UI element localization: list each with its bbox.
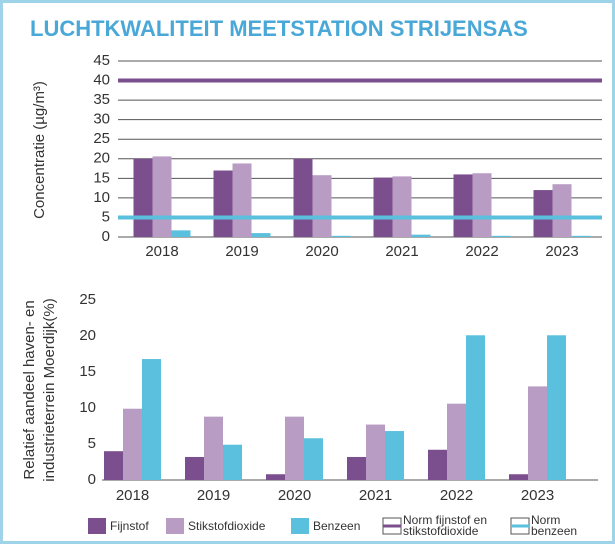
x-tick-label: 2020 bbox=[305, 243, 338, 260]
bar bbox=[373, 177, 393, 237]
bar bbox=[385, 431, 404, 480]
x-tick-label: 2021 bbox=[359, 487, 392, 504]
bar bbox=[285, 416, 304, 480]
bar bbox=[509, 474, 528, 480]
y-tick-label: 10 bbox=[79, 399, 96, 416]
bar bbox=[312, 175, 332, 237]
legend-label: Stikstofdioxide bbox=[188, 519, 266, 533]
x-tick-label: 2023 bbox=[521, 487, 554, 504]
bar bbox=[528, 386, 547, 480]
bar bbox=[533, 190, 553, 237]
legend-label: Fijnstof bbox=[110, 519, 149, 533]
bar bbox=[251, 233, 271, 237]
x-tick-label: 2022 bbox=[465, 243, 498, 260]
y-tick-label: 15 bbox=[93, 169, 110, 186]
bar bbox=[347, 456, 366, 480]
bar bbox=[223, 444, 242, 480]
y-tick-label: 45 bbox=[93, 52, 110, 69]
legend-swatch bbox=[291, 518, 309, 534]
bar bbox=[472, 173, 492, 237]
legend-label: stikstofdioxide bbox=[403, 524, 479, 538]
legend-label: Norm fijnstof en bbox=[403, 513, 487, 527]
y-tick-label: 25 bbox=[79, 291, 96, 308]
y-tick-label: 0 bbox=[88, 471, 96, 488]
legend-swatch bbox=[88, 518, 106, 534]
legend-swatch bbox=[166, 518, 184, 534]
y-tick-label: 20 bbox=[93, 150, 110, 167]
bar bbox=[204, 416, 223, 480]
bar bbox=[133, 158, 153, 237]
x-tick-label: 2019 bbox=[225, 243, 258, 260]
bar bbox=[491, 235, 511, 237]
bar bbox=[123, 408, 142, 480]
x-tick-label: 2018 bbox=[145, 243, 178, 260]
y-tick-label: 10 bbox=[93, 189, 110, 206]
legend-label: Norm bbox=[531, 513, 560, 527]
y-tick-label: 25 bbox=[93, 130, 110, 147]
bar bbox=[185, 456, 204, 480]
bar bbox=[304, 438, 323, 480]
x-tick-label: 2019 bbox=[197, 487, 230, 504]
x-tick-label: 2020 bbox=[278, 487, 311, 504]
bar bbox=[293, 158, 313, 237]
y-tick-label: 5 bbox=[88, 435, 96, 452]
bar bbox=[213, 170, 233, 237]
y-tick-label: 30 bbox=[93, 111, 110, 128]
bar bbox=[428, 449, 447, 480]
bar bbox=[171, 230, 191, 237]
y-tick-label: 40 bbox=[93, 72, 110, 89]
bar bbox=[266, 474, 285, 480]
y-axis-label: Relatief aandeel haven- en bbox=[21, 300, 38, 479]
y-tick-label: 35 bbox=[93, 91, 110, 108]
bar bbox=[411, 234, 431, 237]
x-tick-label: 2018 bbox=[116, 487, 149, 504]
y-axis-label: industrieterrein Moerdijk(%) bbox=[41, 298, 58, 481]
bar bbox=[552, 184, 572, 237]
bar bbox=[152, 156, 172, 237]
y-tick-label: 15 bbox=[79, 363, 96, 380]
bar bbox=[331, 235, 351, 237]
title: LUCHTKWALITEIT MEETSTATION STRIJENSAS bbox=[30, 16, 528, 41]
bar bbox=[366, 424, 385, 480]
bar bbox=[232, 163, 252, 237]
bar bbox=[142, 359, 161, 480]
legend-label: benzeen bbox=[531, 524, 577, 538]
bar bbox=[453, 174, 473, 237]
y-axis-label: Concentratie (µg/m³) bbox=[31, 81, 48, 219]
bar bbox=[547, 335, 566, 480]
bar bbox=[447, 403, 466, 480]
bar bbox=[466, 335, 485, 480]
y-tick-label: 5 bbox=[102, 208, 110, 225]
y-tick-label: 20 bbox=[79, 327, 96, 344]
bar bbox=[104, 451, 123, 480]
legend-label: Benzeen bbox=[313, 519, 360, 533]
x-tick-label: 2022 bbox=[440, 487, 473, 504]
bar bbox=[392, 176, 412, 237]
y-tick-label: 0 bbox=[102, 228, 110, 245]
bar bbox=[571, 235, 591, 237]
x-tick-label: 2021 bbox=[385, 243, 418, 260]
x-tick-label: 2023 bbox=[545, 243, 578, 260]
